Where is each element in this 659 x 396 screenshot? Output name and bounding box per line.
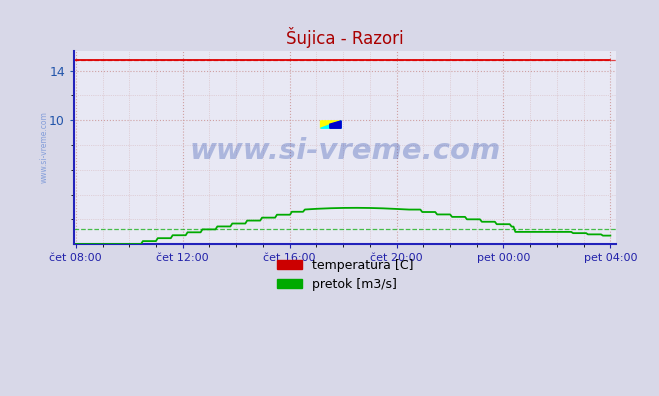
Polygon shape xyxy=(330,121,341,128)
Text: www.si-vreme.com: www.si-vreme.com xyxy=(189,137,501,166)
Text: www.si-vreme.com: www.si-vreme.com xyxy=(40,112,49,183)
Legend: temperatura [C], pretok [m3/s]: temperatura [C], pretok [m3/s] xyxy=(272,254,418,296)
Polygon shape xyxy=(320,121,341,128)
Title: Šujica - Razori: Šujica - Razori xyxy=(286,27,404,48)
Polygon shape xyxy=(320,121,341,128)
